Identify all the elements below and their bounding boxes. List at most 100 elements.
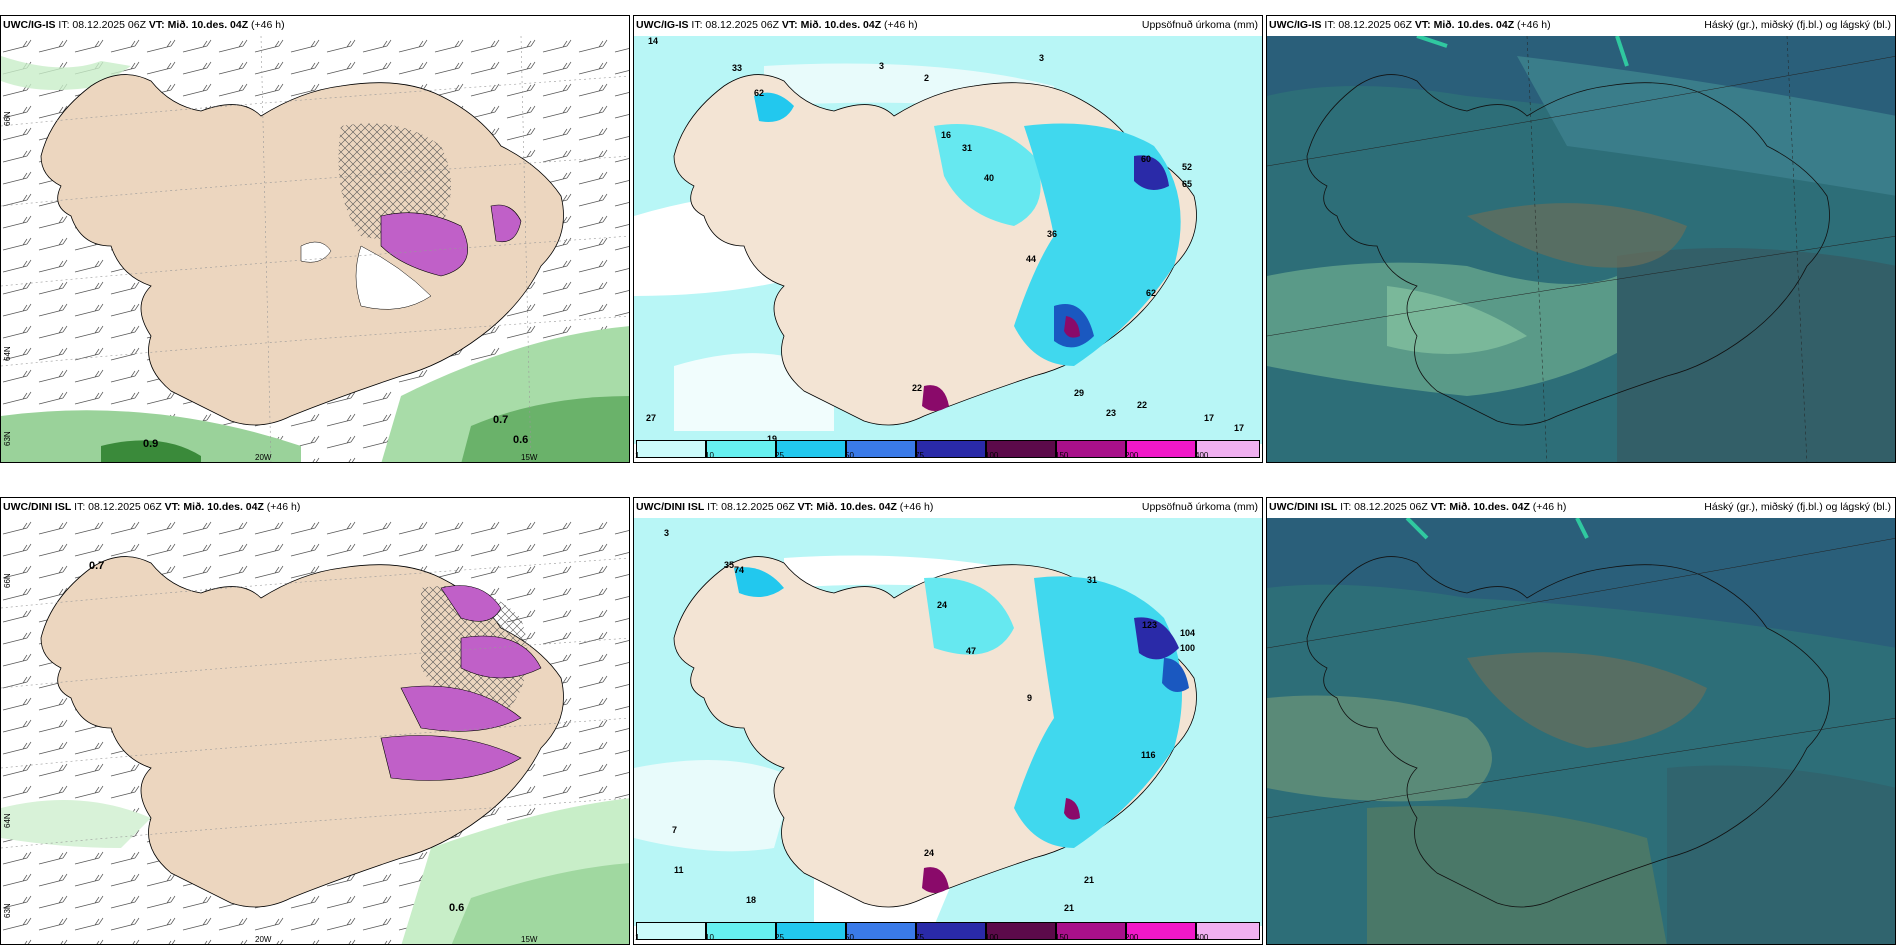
precip-value: 3 xyxy=(879,61,885,71)
panel-title: UWC/IG-IS IT: 08.12.2025 06Z VT: Mið. 10… xyxy=(1269,19,1551,31)
cloud-map xyxy=(1267,36,1895,462)
colorbar-segment xyxy=(776,440,846,458)
precip-value: 100 xyxy=(1180,643,1196,653)
precip-value: 123 xyxy=(1142,620,1158,630)
colorbar-segment xyxy=(916,440,986,458)
wind-map xyxy=(1,36,629,462)
iceland-outline xyxy=(1306,74,1830,426)
colorbar-segment xyxy=(1056,440,1126,458)
colorbar-tick-label: 1 xyxy=(635,451,640,460)
colorbar xyxy=(636,440,1260,460)
colorbar-tick-label: 10 xyxy=(705,451,714,460)
colorbar-tick-label: 150 xyxy=(1055,933,1069,942)
colorbar-tick-label: 25 xyxy=(775,451,784,460)
panel-dini-precip: UWC/DINI ISL IT: 08.12.2025 06Z VT: Mið.… xyxy=(633,497,1263,945)
precip-value: 33 xyxy=(732,63,743,73)
precip-value: 23 xyxy=(1106,408,1117,418)
colorbar-tick-label: 25 xyxy=(775,933,784,942)
lat-label: 63N xyxy=(3,903,12,918)
precip-value: 9 xyxy=(1027,693,1033,703)
lat-label: 64N xyxy=(3,346,12,361)
panel-title: UWC/IG-IS IT: 08.12.2025 06Z VT: Mið. 10… xyxy=(636,19,918,31)
precip-value: 104 xyxy=(1180,628,1196,638)
panel-subtitle: Uppsöfnuð úrkoma (mm) xyxy=(1141,501,1258,513)
colorbar-segment xyxy=(776,922,846,940)
value-label: 0.6 xyxy=(513,434,529,446)
colorbar-segment xyxy=(846,440,916,458)
colorbar-segment xyxy=(1196,440,1260,458)
colorbar-segment xyxy=(1126,440,1196,458)
value-label: 0.9 xyxy=(143,438,159,450)
precip-value: 7 xyxy=(672,825,678,835)
precip-value: 21 xyxy=(1064,903,1075,913)
precip-value: 17 xyxy=(1234,423,1245,433)
panel-subtitle: Háský (gr.), miðský (fj.bl.) og lágský (… xyxy=(1704,19,1891,31)
iceland-outline xyxy=(1306,556,1830,908)
lon-label: 15W xyxy=(521,453,538,462)
panel-title: UWC/DINI ISL IT: 08.12.2025 06Z VT: Mið.… xyxy=(1269,501,1567,513)
colorbar-tick-label: 50 xyxy=(845,933,854,942)
precip-value: 22 xyxy=(912,383,923,393)
precip-value: 60 xyxy=(1141,154,1152,164)
precip-value: 2 xyxy=(924,73,930,83)
precip-value: 52 xyxy=(1182,162,1193,172)
colorbar-segment xyxy=(916,922,986,940)
precip-value: 14 xyxy=(648,36,659,46)
colorbar-ticks: 1 10 25 50 75 100 150 200 400 xyxy=(635,451,1261,463)
precip-value: 65 xyxy=(1182,179,1193,189)
precip-map xyxy=(634,518,1262,926)
lat-label: 66N xyxy=(3,573,12,588)
colorbar-segment xyxy=(706,440,776,458)
colorbar-segment xyxy=(1196,922,1260,940)
colorbar-tick-label: 400 xyxy=(1195,451,1209,460)
precip-value: 116 xyxy=(1141,750,1156,760)
precip-value: 24 xyxy=(924,848,935,858)
colorbar-tick-label: 400 xyxy=(1195,933,1209,942)
colorbar-segment xyxy=(1126,922,1196,940)
colorbar-tick-label: 150 xyxy=(1055,451,1069,460)
value-label: 0.6 xyxy=(449,902,465,914)
lat-label: 64N xyxy=(3,813,12,828)
precip-value: 35 xyxy=(724,560,735,570)
precip-value: 22 xyxy=(1137,400,1148,410)
panel-subtitle: Háský (gr.), miðský (fj.bl.) og lágský (… xyxy=(1704,501,1891,513)
colorbar-tick-label: 100 xyxy=(985,933,999,942)
lon-label: 20W xyxy=(255,935,272,944)
colorbar-tick-label: 10 xyxy=(705,933,714,942)
panel-ig-cloud: UWC/IG-IS IT: 08.12.2025 06Z VT: Mið. 10… xyxy=(1266,15,1896,463)
precip-value: 31 xyxy=(1087,575,1098,585)
panel-dini-wind: UWC/DINI ISL IT: 08.12.2025 06Z VT: Mið.… xyxy=(0,497,630,945)
precip-value: 19 xyxy=(767,434,778,444)
colorbar-segment xyxy=(636,440,706,458)
panel-ig-wind: UWC/IG-IS IT: 08.12.2025 06Z VT: Mið. 10… xyxy=(0,15,630,463)
precip-value: 36 xyxy=(1047,229,1058,239)
precip-value: 18 xyxy=(746,895,757,905)
colorbar-segment xyxy=(846,922,916,940)
precip-value: 17 xyxy=(1204,413,1215,423)
precip-map xyxy=(634,36,1262,444)
colorbar-tick-label: 1 xyxy=(635,933,640,942)
precip-value: 11 xyxy=(674,865,684,875)
lon-label: 20W xyxy=(255,453,272,462)
panel-dini-cloud: UWC/DINI ISL IT: 08.12.2025 06Z VT: Mið.… xyxy=(1266,497,1896,945)
panel-subtitle: Uppsöfnuð úrkoma (mm) xyxy=(1141,19,1258,31)
cloud-map xyxy=(1267,518,1895,944)
precip-value: 3 xyxy=(664,528,670,538)
precip-value: 62 xyxy=(754,88,765,98)
precip-value: 31 xyxy=(962,143,973,153)
precip-value: 62 xyxy=(1146,288,1157,298)
panel-title: UWC/DINI ISL IT: 08.12.2025 06Z VT: Mið.… xyxy=(3,501,301,513)
value-label: 0.7 xyxy=(493,414,509,426)
precip-value: 24 xyxy=(937,600,948,610)
panel-title: UWC/IG-IS IT: 08.12.2025 06Z VT: Mið. 10… xyxy=(3,19,285,31)
precip-value: 74 xyxy=(734,565,745,575)
colorbar-tick-label: 200 xyxy=(1125,451,1139,460)
panel-ig-precip: UWC/IG-IS IT: 08.12.2025 06Z VT: Mið. 10… xyxy=(633,15,1263,463)
colorbar-tick-label: 50 xyxy=(845,451,854,460)
colorbar-segment xyxy=(706,922,776,940)
wind-map xyxy=(1,518,629,944)
precip-value: 16 xyxy=(941,130,952,140)
precip-value: 44 xyxy=(1026,254,1037,264)
panel-title: UWC/DINI ISL IT: 08.12.2025 06Z VT: Mið.… xyxy=(636,501,934,513)
colorbar-tick-label: 75 xyxy=(915,451,924,460)
